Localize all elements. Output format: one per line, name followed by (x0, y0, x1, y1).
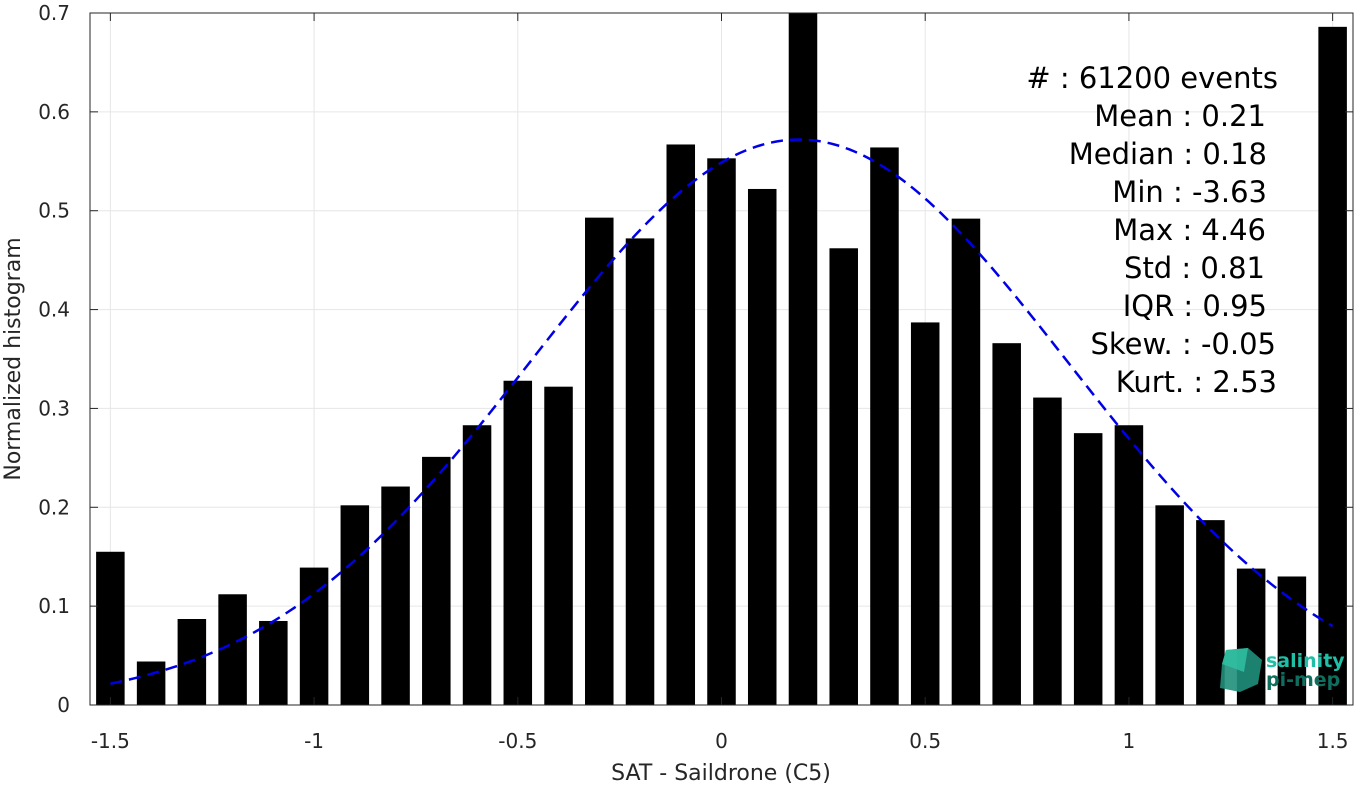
stat-events: # : 61200 events (1026, 61, 1278, 95)
x-axis-ticks: -1.5 -1 -0.5 0 0.5 1 1.5 (91, 13, 1349, 753)
y-tick-label: 0.2 (38, 495, 70, 519)
histogram-bar (951, 218, 981, 705)
histogram-bar (259, 620, 288, 705)
histogram-bar (422, 456, 451, 705)
histogram-bar (992, 343, 1021, 705)
histogram-bar (340, 505, 370, 705)
logo-text-salinity: salinity (1266, 650, 1345, 672)
stat-median: Median : 0.18 (1069, 137, 1267, 171)
x-tick-label: -1.5 (91, 729, 130, 753)
histogram-bar (96, 551, 125, 705)
stat-iqr: IQR : 0.95 (1123, 289, 1267, 323)
histogram-bar (1277, 576, 1307, 705)
histogram-bar (1073, 433, 1103, 705)
salinity-pi-mep-logo: salinity pi-mep (1220, 648, 1345, 692)
stat-min: Min : -3.63 (1112, 175, 1267, 209)
histogram-bar (829, 248, 858, 705)
stat-kurt: Kurt. : 2.53 (1116, 365, 1277, 399)
y-tick-label: 0.7 (38, 1, 70, 25)
y-axis-ticks: 0 0.1 0.2 0.3 0.4 0.5 0.6 0.7 (38, 1, 1353, 717)
histogram-bar (870, 147, 899, 706)
histogram-bar (299, 567, 329, 705)
histogram-bar (1114, 425, 1144, 705)
x-tick-label: 1.5 (1317, 729, 1349, 753)
stat-mean: Mean : 0.21 (1094, 99, 1266, 133)
y-tick-label: 0.6 (38, 100, 70, 124)
normal-fit-curve (110, 138, 1334, 685)
histogram-bar (1318, 26, 1347, 705)
y-tick-label: 0.5 (38, 199, 70, 223)
histogram-bar (707, 158, 736, 705)
logo-cube-shade (1222, 648, 1248, 672)
histogram-bar (747, 188, 777, 706)
x-tick-label: 0.5 (909, 729, 941, 753)
histogram-bar (381, 486, 410, 705)
stat-skew: Skew. : -0.05 (1090, 327, 1276, 361)
histogram-bar (788, 13, 818, 705)
histogram-bar (625, 238, 655, 705)
histogram-bar (136, 661, 166, 705)
bars (96, 13, 1347, 706)
histogram-bar (666, 144, 696, 706)
x-tick-label: 1 (1123, 729, 1136, 753)
histogram-bar (1155, 505, 1184, 705)
y-axis-label: Normalized histogram (1, 237, 26, 480)
histogram-bar (1033, 397, 1062, 705)
stats-box: # : 61200 events Mean : 0.21 Median : 0.… (1026, 61, 1278, 399)
histogram-bar (585, 217, 614, 706)
x-tick-label: 0 (715, 729, 728, 753)
stat-std: Std : 0.81 (1124, 251, 1265, 285)
histogram-bar (462, 425, 492, 705)
x-tick-label: -0.5 (498, 729, 537, 753)
logo-text-pi-mep: pi-mep (1266, 669, 1340, 691)
histogram-bar (218, 594, 247, 705)
y-tick-label: 0.3 (38, 396, 70, 420)
y-tick-label: 0.1 (38, 594, 70, 618)
histogram-bar (910, 322, 940, 705)
stat-max: Max : 4.46 (1113, 213, 1266, 247)
histogram-bar (544, 386, 573, 705)
x-axis-label: SAT - Saildrone (C5) (611, 761, 831, 785)
histogram-bar (503, 380, 533, 705)
x-tick-label: -1 (304, 729, 324, 753)
y-tick-label: 0 (57, 693, 70, 717)
y-tick-label: 0.4 (38, 298, 70, 322)
histogram-bar (1196, 520, 1225, 705)
